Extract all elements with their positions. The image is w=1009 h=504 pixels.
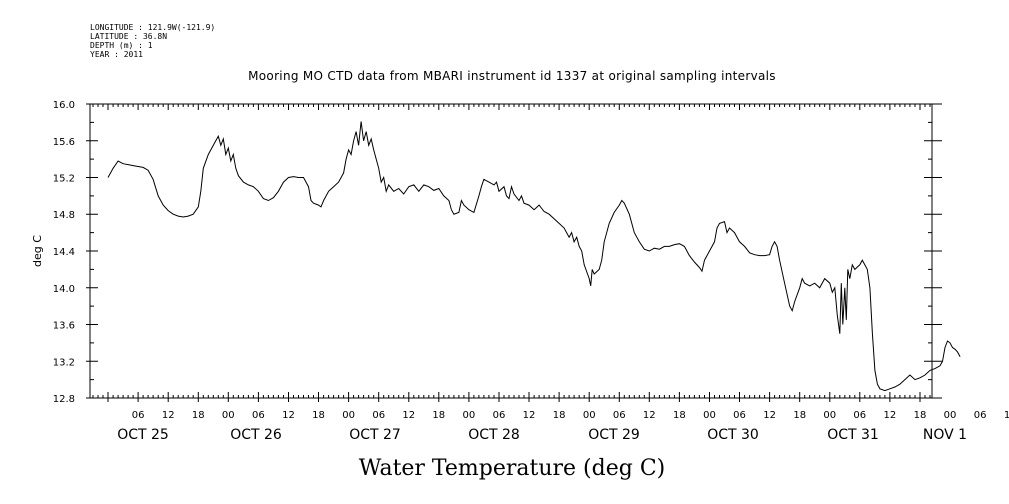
x-hour-tick-label: 06 (132, 410, 145, 421)
x-hour-tick-label: 12 (282, 410, 295, 421)
x-hour-tick-label: 00 (703, 410, 716, 421)
x-hour-tick-label: 06 (252, 410, 265, 421)
x-hour-tick-label: 12 (402, 410, 415, 421)
x-hour-tick-label: 00 (342, 410, 355, 421)
x-hour-tick-label: 06 (493, 410, 506, 421)
y-tick-label: 15.2 (53, 174, 75, 185)
x-day-label: OCT 31 (827, 427, 879, 443)
y-ticks (86, 103, 942, 399)
y-tick-label: 14.8 (53, 210, 75, 221)
x-hour-tick-label: 18 (312, 410, 325, 421)
x-hour-tick-label: 18 (914, 410, 927, 421)
x-hour-tick-label: 00 (222, 410, 235, 421)
x-axis-label: Water Temperature (deg C) (359, 456, 666, 481)
longitude-label: LONGITUDE : 121.9W(-121.9) (90, 23, 215, 32)
y-tick-labels: 12.8 13.2 13.6 14.0 14.4 14.8 15.2 15.6 16.0 (53, 100, 75, 405)
x-hour-tick-label: 06 (853, 410, 866, 421)
latitude-label: LATITUDE : 36.8N (90, 32, 167, 41)
x-hour-tick-label: 18 (192, 410, 205, 421)
x-hour-tick-label: 12 (162, 410, 175, 421)
x-hour-tick-label: 12 (763, 410, 776, 421)
x-hour-tick-label: 00 (583, 410, 596, 421)
y-tick-label: 12.8 (53, 394, 75, 405)
chart-title: Mooring MO CTD data from MBARI instrumen… (248, 69, 776, 83)
plot-frame (89, 103, 933, 399)
x-day-label: NOV 1 (923, 427, 967, 443)
x-hour-tick-label: 18 (673, 410, 686, 421)
y-tick-label: 15.6 (53, 137, 75, 148)
x-hour-tick-label: 06 (733, 410, 746, 421)
series-line (107, 121, 961, 392)
x-hour-tick-label: 18 (432, 410, 445, 421)
x-hour-tick-label: 06 (613, 410, 626, 421)
y-tick-label: 14.0 (53, 284, 75, 295)
x-day-label: OCT 27 (349, 427, 401, 443)
x-hour-tick-label: 06 (372, 410, 385, 421)
x-hour-tick-label: 12 (1004, 410, 1009, 421)
x-hour-tick-label: 18 (793, 410, 806, 421)
x-hour-tick-label: 12 (643, 410, 656, 421)
y-tick-label: 14.4 (53, 247, 75, 258)
x-day-label: OCT 30 (707, 427, 759, 443)
x-ticks (92, 104, 931, 402)
y-axis-label: deg C (31, 235, 44, 267)
x-day-label: OCT 28 (468, 427, 520, 443)
year-label: YEAR : 2011 (90, 50, 143, 59)
axis-ticks (86, 103, 942, 402)
x-hour-tick-label: 00 (823, 410, 836, 421)
y-tick-label: 13.6 (53, 321, 75, 332)
x-hour-tick-label: 06 (974, 410, 987, 421)
x-hour-tick-label: 00 (944, 410, 957, 421)
x-hour-tick-label: 12 (523, 410, 536, 421)
x-day-label: OCT 26 (230, 427, 282, 443)
x-day-label: OCT 25 (117, 427, 169, 443)
x-day-label: OCT 29 (588, 427, 640, 443)
x-hour-tick-labels: 06 12 18 00 06 12 18 00 06 12 18 00 06 12 18 00 06 12 18 00… (132, 410, 1009, 421)
x-hour-tick-label: 18 (553, 410, 566, 421)
x-hour-tick-label: 12 (884, 410, 897, 421)
y-tick-label: 16.0 (53, 100, 75, 111)
depth-label: DEPTH (m) : 1 (90, 41, 153, 50)
x-hour-tick-label: 00 (463, 410, 476, 421)
x-day-labels: OCT 25 OCT 26 OCT 27 OCT 28 OCT 29 OCT 30 OCT … (117, 427, 967, 443)
y-tick-label: 13.2 (53, 357, 75, 368)
